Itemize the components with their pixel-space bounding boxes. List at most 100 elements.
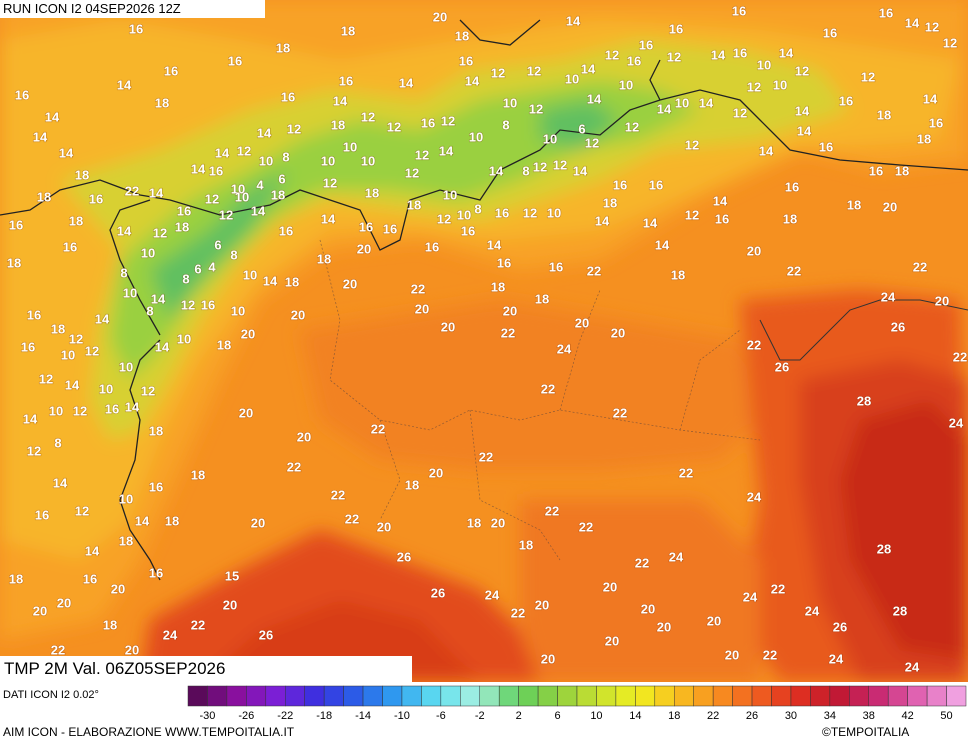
scale-tick-label: 6 — [554, 710, 560, 722]
temperature-label: 20 — [291, 307, 305, 322]
temperature-label: 18 — [9, 571, 23, 586]
temperature-label: 14 — [587, 91, 602, 106]
temperature-label: 18 — [331, 117, 345, 132]
temperature-label: 16 — [649, 177, 663, 192]
temperature-label: 15 — [225, 568, 239, 583]
temperature-label: 26 — [397, 549, 411, 564]
scale-tick-label: -18 — [316, 710, 332, 722]
temperature-label: 12 — [181, 297, 195, 312]
temperature-label: 16 — [495, 205, 509, 220]
temperature-label: 20 — [707, 613, 721, 628]
temperature-label: 24 — [905, 659, 920, 674]
temperature-label: 22 — [679, 465, 693, 480]
scale-tick-label: -22 — [277, 710, 293, 722]
temperature-label: 16 — [63, 239, 77, 254]
color-swatch — [479, 685, 500, 707]
temperature-label: 22 — [787, 263, 801, 278]
color-swatch — [460, 685, 480, 707]
temperature-label: 26 — [833, 619, 847, 634]
scale-tick-label: -6 — [436, 710, 446, 722]
temperature-label: 18 — [75, 167, 89, 182]
temperature-label: 12 — [141, 383, 155, 398]
temperature-label: 8 — [146, 303, 153, 318]
temperature-label: 14 — [923, 91, 938, 106]
temperature-label: 14 — [65, 377, 80, 392]
temperature-label: 22 — [191, 617, 205, 632]
temperature-label: 10 — [231, 303, 245, 318]
scale-tick-label: 18 — [668, 710, 680, 722]
temperature-label: 14 — [797, 123, 812, 138]
temperature-label: 24 — [743, 589, 758, 604]
temperature-label: 16 — [819, 139, 833, 154]
temperature-label: 18 — [51, 321, 65, 336]
temperature-label: 16 — [613, 177, 627, 192]
temperature-label: 16 — [869, 163, 883, 178]
temperature-label: 10 — [61, 347, 75, 362]
scale-tick-label: 14 — [629, 710, 641, 722]
temperature-label: 14 — [465, 73, 480, 88]
temperature-label: 12 — [237, 143, 251, 158]
temperature-label: 20 — [223, 597, 237, 612]
color-swatch — [829, 685, 850, 707]
temperature-label: 14 — [566, 13, 581, 28]
scale-tick-label: -10 — [394, 710, 410, 722]
temperature-label: 18 — [341, 23, 355, 38]
color-swatch — [771, 685, 792, 707]
temperature-label: 10 — [457, 207, 471, 222]
temperature-label: 16 — [461, 223, 475, 238]
scale-tick-label: 42 — [902, 710, 914, 722]
temperature-label: 24 — [805, 603, 820, 618]
temperature-label: 10 — [243, 267, 257, 282]
temperature-label: 10 — [321, 153, 335, 168]
temperature-label: 12 — [205, 191, 219, 206]
scale-tick-label: 10 — [590, 710, 602, 722]
temperature-label: 10 — [343, 139, 357, 154]
temperature-label: 20 — [883, 199, 897, 214]
temperature-label: 12 — [529, 101, 543, 116]
temperature-labels: 20 14 16 16 14 12 16 18 18 16 16 16 12 18 16 16 16 12 16 12… — [6, 3, 968, 675]
temperature-label: 12 — [219, 207, 233, 222]
temperature-label: 22 — [501, 325, 515, 340]
color-swatch — [635, 685, 656, 707]
temperature-label: 18 — [405, 477, 419, 492]
color-swatch — [226, 685, 247, 707]
temperature-label: 28 — [893, 603, 907, 618]
temperature-label: 18 — [519, 537, 533, 552]
temperature-label: 12 — [287, 121, 301, 136]
temperature-label: 14 — [655, 237, 670, 252]
temperature-label: 20 — [415, 301, 429, 316]
temperature-label: 12 — [685, 137, 699, 152]
temperature-label: 18 — [877, 107, 891, 122]
color-swatch — [518, 685, 539, 707]
color-swatch — [362, 685, 383, 707]
temperature-label: 18 — [217, 337, 231, 352]
temperature-label: 14 — [573, 163, 588, 178]
temperature-label: 4 — [208, 259, 216, 274]
temperature-label: 22 — [287, 459, 301, 474]
temperature-label: 12 — [733, 105, 747, 120]
temperature-label: 14 — [439, 143, 454, 158]
run-header: RUN ICON I2 04SEP2026 12Z — [0, 0, 265, 18]
color-swatch — [674, 685, 694, 707]
color-swatch — [343, 685, 364, 707]
temperature-label: 20 — [657, 619, 671, 634]
scale-tick-label: -30 — [199, 710, 215, 722]
temperature-label: 18 — [895, 163, 909, 178]
temperature-label: 16 — [839, 93, 853, 108]
temperature-label: 12 — [605, 47, 619, 62]
temperature-label: 10 — [141, 245, 155, 260]
temperature-label: 14 — [151, 291, 166, 306]
temperature-label: 14 — [595, 213, 610, 228]
temperature-label: 18 — [191, 467, 205, 482]
temperature-label: 20 — [357, 241, 371, 256]
color-swatch — [693, 685, 714, 707]
temperature-label: 14 — [321, 211, 336, 226]
temperature-label: 14 — [53, 475, 68, 490]
brand-text: ©TEMPOITALIA — [822, 725, 910, 739]
temperature-label: 14 — [657, 101, 672, 116]
temperature-label: 12 — [527, 63, 541, 78]
temperature-label: 12 — [533, 159, 547, 174]
temperature-label: 22 — [125, 183, 139, 198]
temperature-label: 14 — [135, 513, 150, 528]
temperature-label: 18 — [155, 95, 169, 110]
